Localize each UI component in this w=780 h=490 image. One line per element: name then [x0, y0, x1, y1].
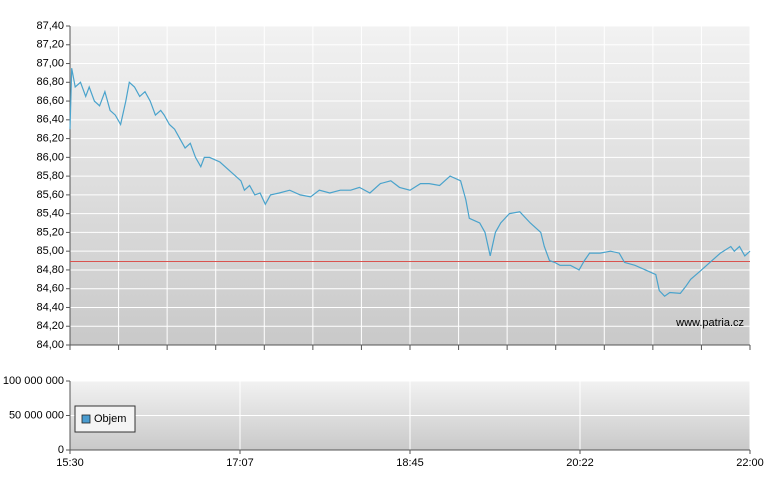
x-tick-label: 22:00 [736, 457, 764, 469]
y-tick-label: 0 [58, 444, 64, 456]
y-tick-label: 86,20 [36, 132, 64, 144]
y-tick-label: 85,40 [36, 208, 64, 220]
y-tick-label: 50 000 000 [9, 409, 64, 421]
legend-swatch [81, 414, 91, 424]
y-tick-label: 84,00 [36, 339, 64, 351]
y-tick-label: 85,80 [36, 170, 64, 182]
y-tick-label: 84,20 [36, 320, 64, 332]
price-line [69, 68, 751, 297]
watermark: www.patria.cz [675, 317, 744, 329]
legend-label: Objem [94, 413, 126, 425]
y-tick-label: 85,00 [36, 245, 64, 257]
y-tick-label: 85,60 [36, 189, 64, 201]
y-tick-label: 84,40 [36, 301, 64, 313]
x-tick-label: 18:45 [396, 457, 424, 469]
y-tick-label: 100 000 000 [3, 375, 64, 387]
y-tick-label: 84,60 [36, 283, 64, 295]
y-tick-label: 87,40 [36, 20, 64, 32]
y-tick-label: 85,20 [36, 226, 64, 238]
y-tick-label: 86,60 [36, 95, 64, 107]
x-tick-label: 15:30 [56, 457, 84, 469]
y-tick-label: 86,80 [36, 76, 64, 88]
y-tick-label: 86,40 [36, 114, 64, 126]
y-tick-label: 87,20 [36, 39, 64, 51]
y-tick-label: 86,00 [36, 151, 64, 163]
x-tick-label: 20:22 [566, 457, 594, 469]
x-tick-label: 17:07 [226, 457, 254, 469]
y-tick-label: 87,00 [36, 57, 64, 69]
y-tick-label: 84,80 [36, 264, 64, 276]
